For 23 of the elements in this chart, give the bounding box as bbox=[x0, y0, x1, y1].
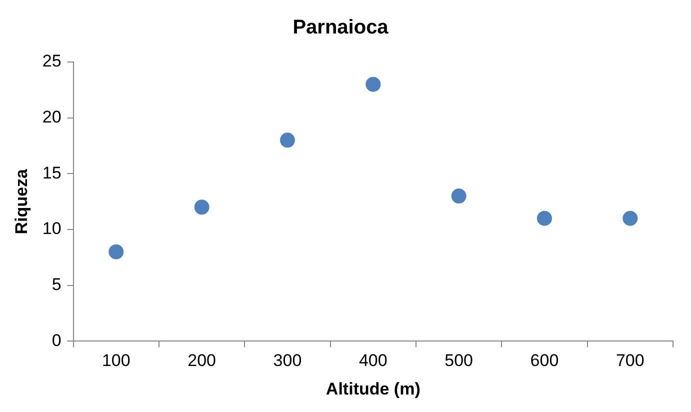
y-tick-label: 5 bbox=[52, 275, 62, 294]
x-tick-label: 600 bbox=[530, 351, 559, 370]
point bbox=[280, 132, 295, 148]
y-tick-label: 0 bbox=[52, 330, 62, 350]
x-tick-label: 400 bbox=[358, 351, 388, 370]
point bbox=[622, 210, 638, 226]
chart-title: Parnaioca bbox=[292, 16, 390, 39]
x-axis-title: Altitude (m) bbox=[326, 379, 420, 398]
y-tick-label: 20 bbox=[42, 108, 62, 127]
y-tick-label: 25 bbox=[42, 52, 62, 71]
point bbox=[451, 188, 466, 204]
point bbox=[194, 200, 210, 215]
point bbox=[536, 210, 552, 226]
x-tick-label: 500 bbox=[444, 351, 474, 370]
y-tick-label: 10 bbox=[42, 219, 62, 238]
point bbox=[366, 76, 381, 92]
y-tick-label: 15 bbox=[42, 163, 62, 182]
y-axis-title: Riqueza bbox=[12, 168, 31, 234]
x-tick-label: 300 bbox=[273, 351, 302, 370]
x-tick-label: 100 bbox=[102, 351, 130, 370]
x-tick-label: 700 bbox=[616, 351, 644, 370]
point bbox=[108, 244, 124, 260]
x-tick-label: 200 bbox=[188, 351, 216, 370]
